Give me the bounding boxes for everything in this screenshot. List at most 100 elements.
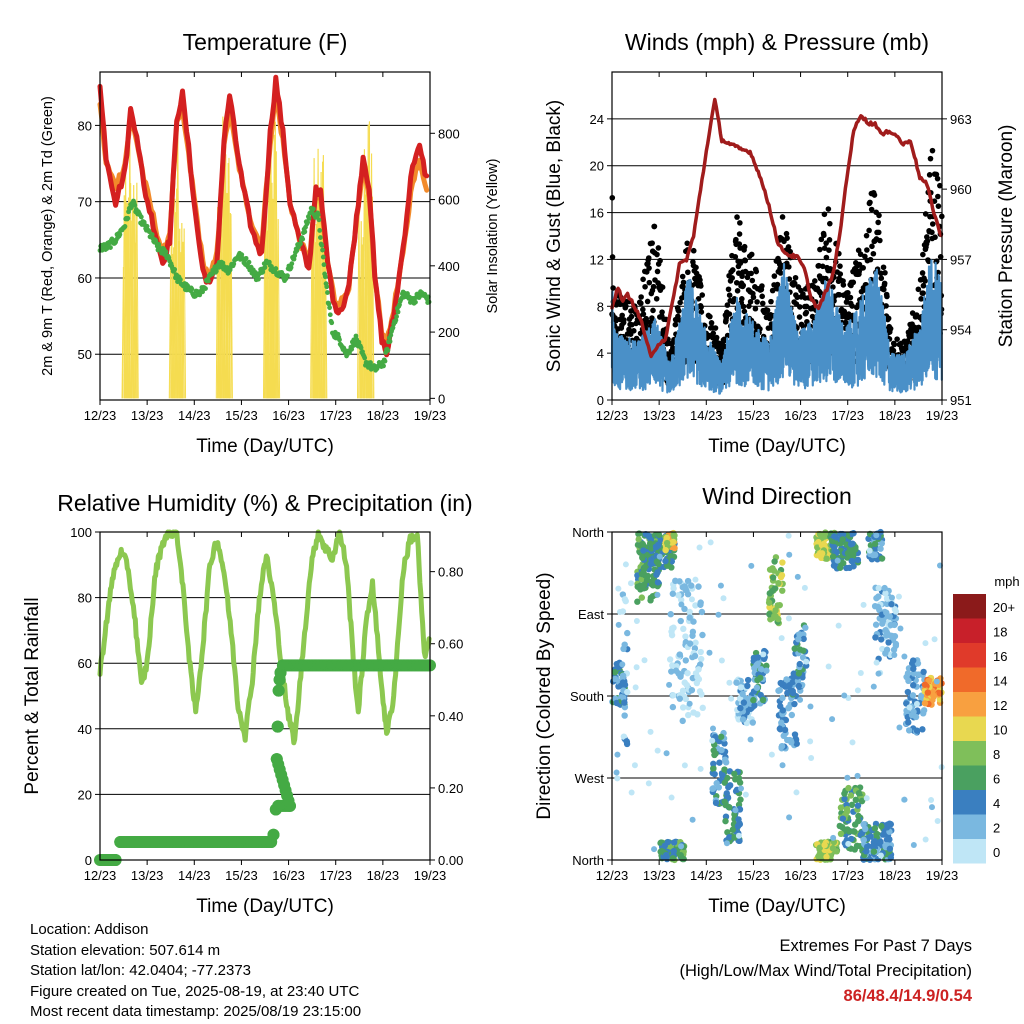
temperature-x-tick-label: 13/23 <box>131 408 164 423</box>
wind-direction-point <box>831 533 838 540</box>
wind-direction-point <box>684 669 691 677</box>
wind-direction-point <box>640 547 647 554</box>
gust-point <box>884 293 890 300</box>
wind-direction-point <box>697 765 704 772</box>
wind-direction-point <box>732 776 739 783</box>
gust-point <box>821 211 828 218</box>
humidity-x-tick-label: 15/23 <box>225 868 258 883</box>
gust-point <box>863 232 870 239</box>
wind-direction-point <box>769 574 777 581</box>
gust-point <box>626 326 632 333</box>
wind-direction-point <box>740 699 748 706</box>
wind-direction-point <box>689 816 696 823</box>
dewpoint-point <box>306 216 312 221</box>
wind-direction-point <box>683 681 690 689</box>
dewpoint-point <box>177 277 183 283</box>
wind-direction-point <box>835 622 842 629</box>
wind-direction-point <box>641 581 648 588</box>
gust-point <box>803 309 810 316</box>
winds-y2-tick-label: 957 <box>950 252 972 267</box>
temperature-y2-tick-label: 600 <box>438 193 460 208</box>
dewpoint-point <box>104 246 110 251</box>
chart-wind-direction: Wind Direction 12/23 13/23 14/23 15/23 16/23 1… <box>534 483 1020 917</box>
wind-direction-point <box>930 693 937 700</box>
wind-direction-point <box>666 656 674 663</box>
humidity-y-tick-label: 40 <box>78 722 92 737</box>
gust-point <box>734 288 741 294</box>
wind-direction-point <box>738 785 745 792</box>
dewpoint-point <box>327 305 332 311</box>
humidity-y-tick-label: 0 <box>85 853 92 868</box>
dewpoint-point <box>189 286 195 292</box>
wind-direction-point <box>696 544 703 551</box>
wind-direction-point <box>796 631 803 638</box>
gust-point <box>659 284 666 290</box>
gust-point <box>768 298 774 305</box>
gust-point <box>748 270 754 277</box>
wind-direction-point <box>616 609 623 616</box>
wind-direction-point <box>779 762 786 769</box>
wind-direction-point <box>910 682 917 689</box>
wind-direction-point <box>733 679 740 686</box>
wind-direction-point <box>645 780 652 787</box>
extremes-box: Extremes For Past 7 Days (High/Low/Max W… <box>679 934 972 1009</box>
wind-direction-point <box>757 674 764 682</box>
dewpoint-point <box>324 284 330 290</box>
wind-direction-point <box>679 704 687 711</box>
speed-legend-swatch <box>953 594 986 619</box>
gust-point <box>875 219 881 226</box>
wind-direction-point <box>829 716 836 723</box>
wind-direction-point <box>779 587 786 594</box>
wind-direction-point <box>679 717 686 725</box>
wind-direction-point <box>627 580 634 587</box>
series-solar-insolation <box>121 110 375 399</box>
wind-direction-point <box>640 570 647 577</box>
wind-direction-point <box>669 590 677 597</box>
wind-direction-point <box>841 692 848 699</box>
gust-point <box>646 265 652 271</box>
wind-direction-point <box>695 583 702 590</box>
gust-point <box>675 313 681 320</box>
dewpoint-point <box>362 355 368 361</box>
wind-direction-point <box>723 840 730 847</box>
gust-point <box>653 295 660 302</box>
wind-direction-point <box>654 591 661 598</box>
dewpoint-point <box>256 276 261 282</box>
gust-point <box>881 280 888 287</box>
wind-direction-point <box>698 691 705 698</box>
gust-point <box>797 304 803 310</box>
dewpoint-point <box>310 206 316 212</box>
wind-direction-point <box>778 742 786 750</box>
gust-point <box>866 227 872 234</box>
wind-direction-point <box>675 592 682 599</box>
wind-direction-point <box>710 765 717 773</box>
wind-direction-point <box>891 621 898 629</box>
speed-legend-swatch <box>953 643 986 668</box>
dewpoint-point <box>317 235 323 240</box>
wind-direction-point <box>669 625 676 632</box>
speed-legend-swatch <box>953 741 986 766</box>
wind-direction-point <box>685 711 692 719</box>
wind-direction-point <box>641 564 649 571</box>
wind-direction-point <box>711 770 718 778</box>
wind-direction-point <box>671 544 678 552</box>
wind-direction-point <box>615 621 622 628</box>
wind-direction-point <box>910 665 917 672</box>
wind-direction-point <box>891 651 898 658</box>
gust-point <box>885 315 892 322</box>
dewpoint-point <box>322 274 328 280</box>
wind-direction-point <box>739 716 747 723</box>
winds-y-axis-label: Sonic Wind & Gust (Blue, Black) <box>544 100 565 372</box>
wind-direction-point <box>639 554 646 562</box>
dewpoint-point <box>163 249 169 255</box>
wind-direction-point <box>860 821 867 828</box>
dewpoint-point <box>388 332 394 338</box>
wind-direction-point <box>883 609 890 616</box>
wind-direction-point <box>759 696 767 704</box>
wind-direction-point <box>666 681 673 688</box>
wind-direction-point <box>854 687 861 694</box>
wind-direction-point <box>663 750 670 757</box>
wind-direction-point <box>785 615 792 622</box>
dewpoint-point <box>138 214 144 220</box>
gust-point <box>650 283 657 290</box>
